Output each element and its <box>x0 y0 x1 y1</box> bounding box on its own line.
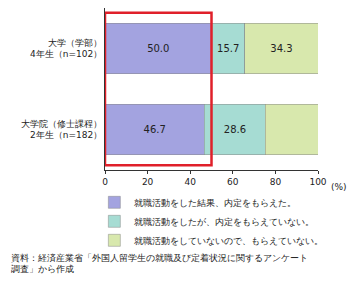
svg-text:0: 0 <box>102 177 108 187</box>
svg-text:(%): (%) <box>331 182 347 192</box>
svg-text:大学（学部）4年生（n=102）: 大学（学部）4年生（n=102） <box>30 38 102 60</box>
svg-text:就職活動をした結果、内定をもらえた。: 就職活動をした結果、内定をもらえた。 <box>134 198 296 208</box>
svg-text:20: 20 <box>142 177 154 187</box>
svg-text:40: 40 <box>184 177 196 187</box>
svg-text:50.0: 50.0 <box>147 43 169 54</box>
svg-text:46.7: 46.7 <box>144 124 166 135</box>
svg-text:60: 60 <box>227 177 239 187</box>
svg-text:就職活動をしたが、内定をもらえていない。: 就職活動をしたが、内定をもらえていない。 <box>134 217 314 227</box>
svg-text:15.7: 15.7 <box>217 43 239 54</box>
svg-text:80: 80 <box>270 177 282 187</box>
svg-text:100: 100 <box>309 177 326 187</box>
svg-text:28.6: 28.6 <box>224 124 246 135</box>
svg-text:34.3: 34.3 <box>270 43 292 54</box>
svg-text:就職活動をしていないので、もらえていない。: 就職活動をしていないので、もらえていない。 <box>134 236 323 246</box>
svg-text:資料：経済産業省「外国人留学生の就職及び定着状況に関するアン: 資料：経済産業省「外国人留学生の就職及び定着状況に関するアンケート調査」から作成 <box>11 253 308 274</box>
svg-text:大学院（修士課程）2年生（n=182）: 大学院（修士課程）2年生（n=182） <box>21 119 102 141</box>
